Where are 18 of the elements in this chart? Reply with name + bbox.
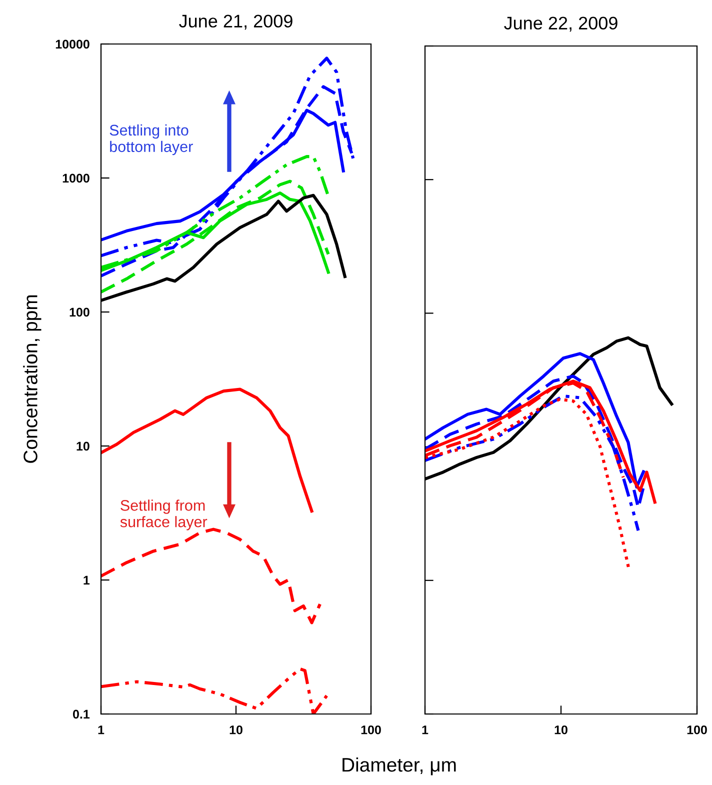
y-tick-label: 10: [76, 442, 90, 451]
annotation: Settling into bottom layer: [110, 124, 193, 156]
y-tick-label: 0.1: [73, 710, 90, 719]
x-tick-label: 10: [230, 725, 242, 734]
y-tick-label: 10000: [56, 40, 90, 49]
x-tick-label: 1: [98, 726, 104, 734]
chart-title: June 22, 2009: [504, 16, 618, 32]
y-tick-label: 1000: [62, 174, 90, 183]
y-tick-label: 100: [70, 308, 90, 317]
y-axis-title: Concentration, ppm: [23, 295, 42, 463]
x-tick-label: 1: [422, 726, 428, 734]
annotation: Settling from surface layer: [120, 500, 208, 530]
x-axis-title: Diameter, μm: [342, 757, 456, 776]
x-tick-label: 100: [361, 725, 381, 734]
chart-title: June 21, 2009: [179, 14, 292, 30]
y-tick-label: 1: [84, 576, 90, 585]
x-tick-label: 100: [687, 725, 707, 734]
x-tick-label: 10: [554, 725, 568, 734]
